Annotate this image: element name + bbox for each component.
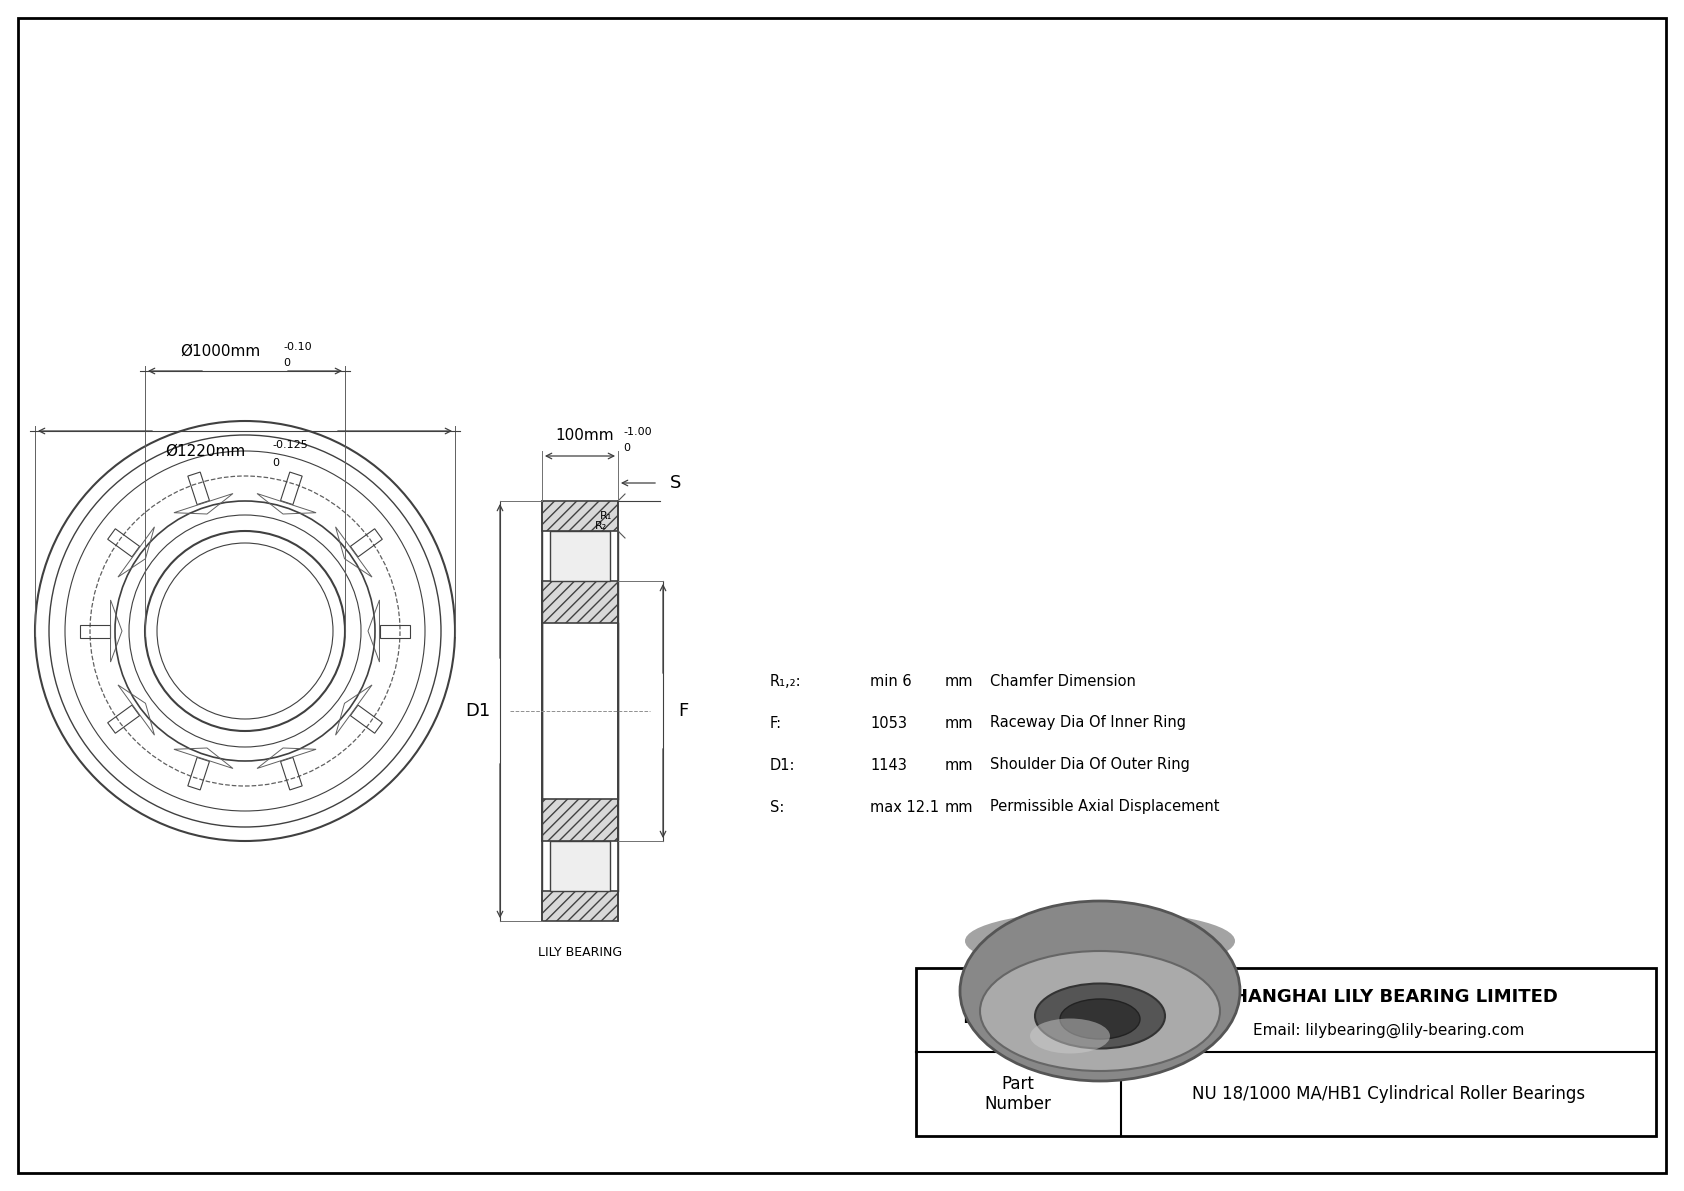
Bar [916,968,1655,1136]
Bar [108,705,140,734]
Polygon shape [542,891,618,921]
Text: R₂: R₂ [594,520,608,531]
Text: D1:: D1: [770,757,795,773]
Text: mm: mm [945,716,973,730]
Bar [549,841,610,891]
Bar [350,705,382,734]
Bar [189,472,209,505]
Text: NU 18/1000 MA/HB1 Cylindrical Roller Bearings: NU 18/1000 MA/HB1 Cylindrical Roller Bea… [1192,1085,1585,1103]
Bar [281,757,301,790]
Polygon shape [542,799,618,841]
Ellipse shape [980,950,1219,1071]
Bar [381,624,409,637]
Polygon shape [542,581,618,623]
Bar [549,531,610,581]
Text: F: F [679,701,689,721]
Ellipse shape [965,911,1234,971]
Text: Shoulder Dia Of Outer Ring: Shoulder Dia Of Outer Ring [990,757,1191,773]
Text: -0.125: -0.125 [273,439,308,450]
Ellipse shape [1059,999,1140,1039]
Text: -0.10: -0.10 [283,342,312,353]
Text: 1053: 1053 [871,716,908,730]
Text: LILY BEARING: LILY BEARING [537,947,621,960]
Text: R₁: R₁ [600,511,613,520]
Bar [189,757,209,790]
Bar [108,529,140,557]
Text: min 6: min 6 [871,673,911,688]
Text: Email: lilybearing@lily-bearing.com: Email: lilybearing@lily-bearing.com [1253,1023,1524,1037]
Text: Permissible Axial Displacement: Permissible Axial Displacement [990,799,1219,815]
Text: 0: 0 [273,459,280,468]
Text: 0: 0 [623,443,630,453]
Text: Ø1000mm: Ø1000mm [180,343,261,358]
Text: Chamfer Dimension: Chamfer Dimension [990,673,1137,688]
Text: Ø1220mm: Ø1220mm [165,443,246,459]
Bar [350,529,382,557]
Ellipse shape [1036,984,1165,1048]
Text: 1143: 1143 [871,757,908,773]
Text: mm: mm [945,799,973,815]
Text: R₁,₂:: R₁,₂: [770,673,802,688]
Bar [281,472,301,505]
Text: mm: mm [945,757,973,773]
Text: F:: F: [770,716,781,730]
Text: SHANGHAI LILY BEARING LIMITED: SHANGHAI LILY BEARING LIMITED [1219,987,1558,1005]
Text: LILY: LILY [960,983,1076,1034]
Text: mm: mm [945,673,973,688]
Text: S:: S: [770,799,785,815]
Ellipse shape [1031,1018,1110,1054]
Text: Part
Number: Part Number [985,1074,1051,1114]
Text: S: S [670,474,682,492]
Text: -1.00: -1.00 [623,428,652,437]
Bar [81,624,109,637]
Text: 100mm: 100mm [556,429,613,443]
Polygon shape [542,501,618,531]
Text: max 12.1: max 12.1 [871,799,940,815]
Text: Raceway Dia Of Inner Ring: Raceway Dia Of Inner Ring [990,716,1186,730]
Text: 0: 0 [283,358,290,368]
Text: ®: ® [1079,978,1096,996]
Text: D1: D1 [465,701,490,721]
Ellipse shape [960,902,1239,1081]
